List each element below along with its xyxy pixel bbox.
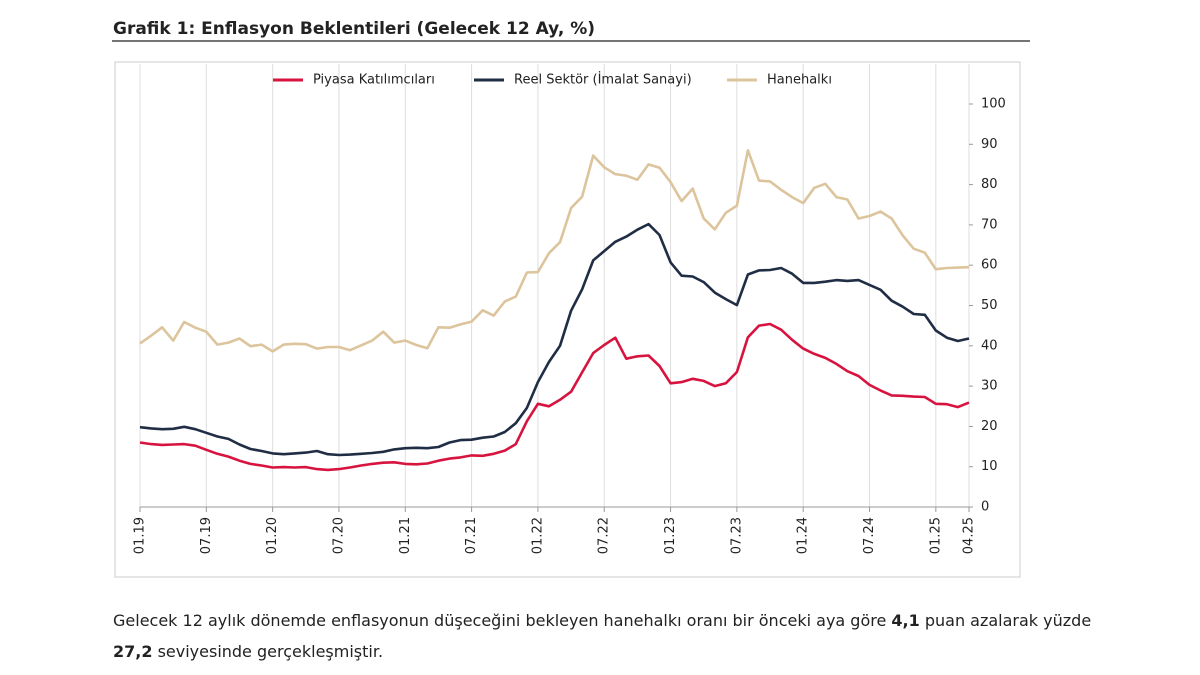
y-tick-label: 0 (981, 500, 989, 515)
text: Gelecek 12 aylık dönemde enflasyonun düş… (113, 611, 892, 630)
y-tick-label: 50 (981, 298, 998, 313)
line (139, 222, 970, 457)
x-tick-label: 01.21 (398, 517, 413, 554)
x-tick-label: 01.24 (796, 517, 811, 554)
x-tick-label: 01.25 (928, 517, 943, 554)
y-tick-label: 10 (981, 459, 998, 474)
y-tick-label: 60 (981, 258, 998, 273)
x-tick-label: 07.21 (464, 517, 479, 554)
line (139, 322, 970, 472)
chart-frame (114, 61, 1021, 578)
y-tick-label: 20 (981, 419, 998, 434)
x-tick-label: 07.20 (331, 517, 346, 554)
x-tick-label: 07.23 (729, 517, 744, 554)
x-tick-label: 01.19 (133, 517, 148, 554)
text: seviyesinde gerçekleşmiştir. (152, 642, 384, 661)
paragraph: Gelecek 12 aylık dönemde enflasyonun düş… (113, 605, 1113, 667)
x-tick-label: 01.20 (265, 517, 280, 554)
bold-text: 4,1 (891, 611, 920, 630)
y-tick-label: 90 (981, 137, 998, 152)
x-tick-label: 04.25 (962, 517, 977, 554)
y-tick-label: 70 (981, 217, 998, 232)
legend-label: Reel Sektör (İmalat Sanayi) (514, 72, 692, 88)
text: puan azalarak yüzde (919, 611, 1092, 630)
y-tick-label: 40 (981, 338, 998, 353)
x-tick-label: 07.19 (199, 517, 214, 554)
chart-title: Grafik 1: Enflasyon Beklentileri (Gelece… (113, 19, 595, 39)
bold-text: 27,2 (113, 642, 153, 661)
y-tick-label: 30 (981, 379, 998, 394)
x-tick-label: 01.22 (530, 517, 545, 554)
y-tick-label: 80 (981, 177, 998, 192)
legend-label: Hanehalkı (767, 73, 832, 88)
line (139, 149, 970, 353)
chart: Grafik 1: Enflasyon Beklentileri (Gelece… (112, 19, 1030, 578)
x-tick-label: 07.22 (597, 517, 612, 554)
y-tick-label: 100 (981, 97, 1006, 112)
x-tick-label: 01.23 (663, 517, 678, 554)
x-tick-label: 07.24 (862, 517, 877, 554)
legend-label: Piyasa Katılımcıları (313, 73, 435, 88)
